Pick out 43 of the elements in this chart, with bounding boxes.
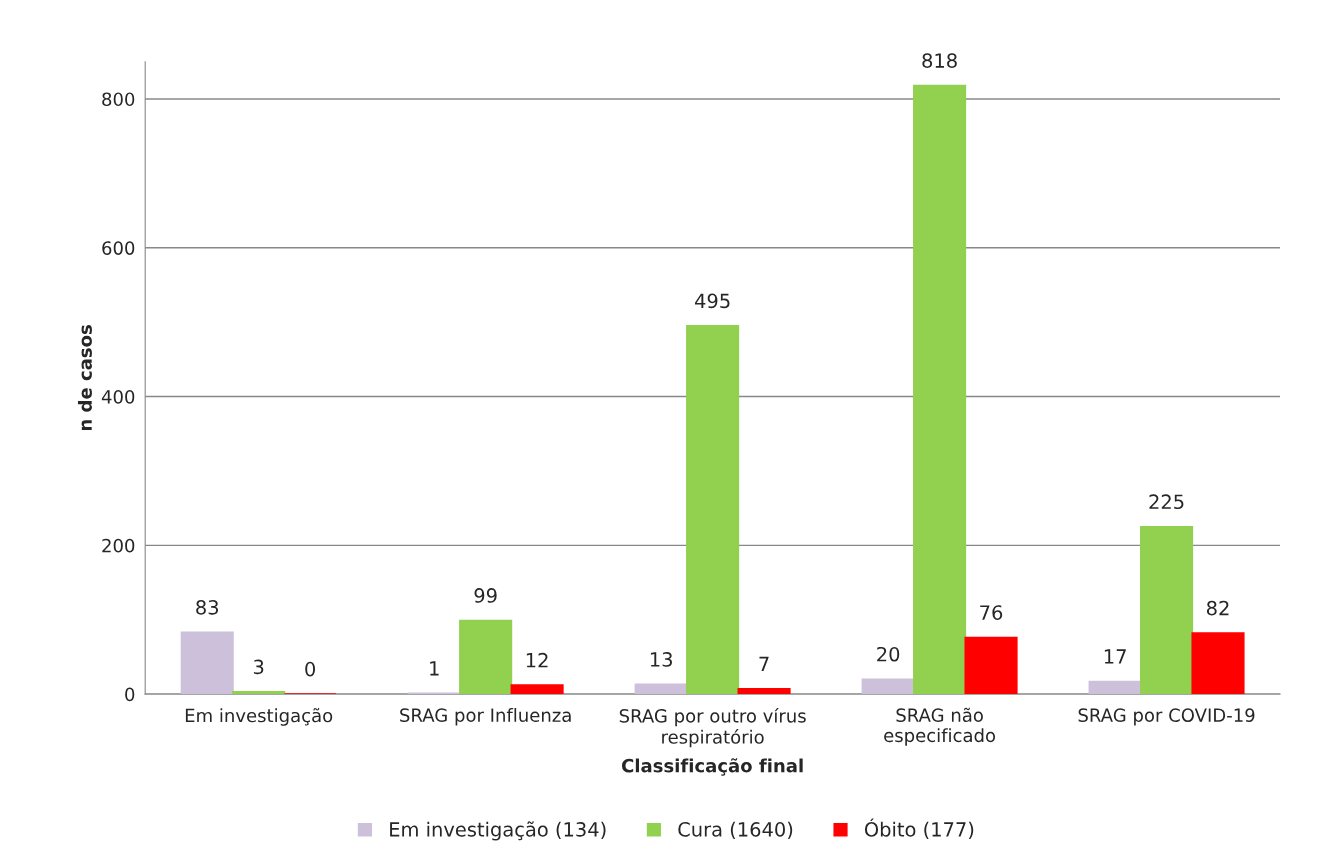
data-label: 7: [759, 656, 769, 671]
data-label: 13: [650, 652, 672, 667]
data-label: 0: [305, 661, 316, 677]
data-label: 76: [980, 605, 1003, 620]
data-label: 225: [1149, 494, 1184, 510]
y-tick-label: 0: [125, 687, 135, 702]
y-axis-title: n de casos: [77, 325, 92, 431]
y-tick-label: 200: [102, 538, 135, 553]
x-tick-label: Em investigação: [185, 708, 333, 726]
bar: [913, 84, 967, 695]
y-tick-label: 600: [102, 241, 135, 255]
bar: [1088, 680, 1142, 695]
data-label: 3: [253, 659, 264, 675]
data-label: 99: [474, 588, 497, 603]
data-label: 17: [1104, 649, 1126, 664]
data-label: 495: [695, 293, 730, 309]
bar: [1191, 632, 1245, 695]
bar: [232, 691, 286, 695]
x-tick-label: SRAG por outro vírus respiratório: [619, 708, 806, 748]
y-tick-label: 800: [102, 92, 135, 107]
data-label: 818: [922, 53, 957, 68]
legend-label: Cura (1640): [678, 821, 793, 840]
bar: [510, 684, 564, 695]
bar: [459, 619, 513, 695]
bar: [737, 688, 791, 695]
data-label: 12: [526, 652, 548, 668]
data-label: 20: [877, 646, 900, 662]
x-tick-label: SRAG por Influenza: [400, 708, 571, 726]
data-label: 83: [196, 600, 219, 615]
data-label: 82: [1206, 600, 1229, 616]
bar: [686, 325, 740, 695]
bar: [634, 683, 688, 695]
data-label: 1: [430, 661, 439, 676]
bar: [861, 678, 915, 695]
legend-label: Em investigação (134): [390, 821, 606, 841]
legend-label: Óbito (177): [864, 818, 974, 840]
x-tick-label: SRAG por COVID-19: [1078, 708, 1255, 726]
bar: [964, 636, 1018, 695]
y-tick-label: 400: [101, 390, 135, 404]
bar: [180, 631, 234, 695]
x-axis-title: Classificação final: [621, 758, 803, 776]
bar: [1140, 525, 1194, 695]
x-tick-label: SRAG não especificado: [884, 707, 996, 746]
